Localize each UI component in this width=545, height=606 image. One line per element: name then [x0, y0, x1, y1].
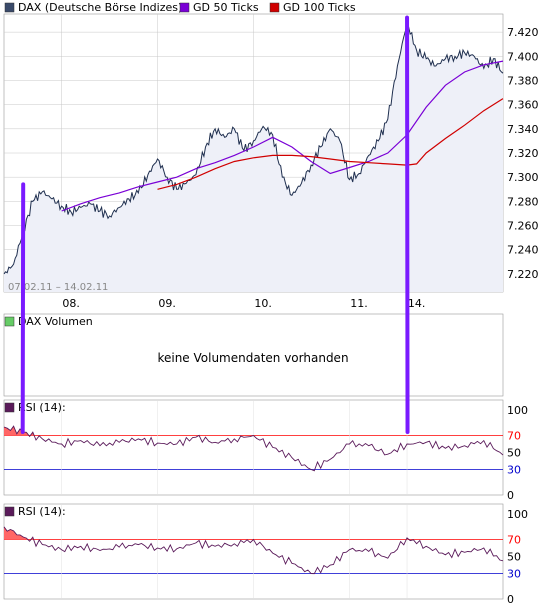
price-ytick-label-0: 7.220 — [507, 268, 539, 281]
price-ytick-label-3: 7.280 — [507, 195, 539, 208]
legend-swatch-1 — [179, 2, 190, 13]
ma50-line — [61, 60, 504, 212]
ma100-line — [157, 98, 504, 190]
rsi-ytick-label-0-3: 70 — [507, 430, 521, 443]
rsi-ytick-label-0-1: 30 — [507, 464, 521, 477]
price-ytick-label-10: 7.420 — [507, 26, 539, 39]
rsi-legend-label-1: RSI (14): — [18, 505, 66, 518]
price-ytick-label-1: 7.240 — [507, 244, 539, 257]
rsi-ytick-label-0-0: 0 — [507, 489, 514, 502]
rsi-ytick-label-1-4: 100 — [507, 508, 528, 521]
annotation-line-1 — [405, 15, 410, 434]
price-ytick-label-9: 7.400 — [507, 50, 539, 63]
price-ytick-label-5: 7.320 — [507, 147, 539, 160]
rsi-legend-swatch-0 — [4, 402, 15, 413]
price-xtick-label-0: 08. — [62, 297, 80, 310]
legend-label-0: DAX (Deutsche Börse Indizes) — [18, 1, 182, 14]
price-xtick-label-1: 09. — [158, 297, 176, 310]
no-volume-message: keine Volumendaten vorhanden — [157, 351, 348, 365]
price-ytick-label-2: 7.260 — [507, 220, 539, 233]
rsi-line-0 — [3, 425, 504, 472]
rsi-legend-swatch-1 — [4, 506, 15, 517]
rsi-legend-label-0: RSI (14): — [18, 401, 66, 414]
date-range-label: 07.02.11 – 14.02.11 — [8, 282, 108, 293]
rsi-ytick-label-0-4: 100 — [507, 404, 528, 417]
legend-swatch-0 — [4, 2, 15, 13]
legend-label-2: GD 100 Ticks — [283, 1, 356, 14]
volume-legend-swatch — [4, 316, 15, 327]
rsi-line-1 — [3, 526, 504, 575]
price-ytick-label-4: 7.300 — [507, 171, 539, 184]
price-ytick-label-6: 7.340 — [507, 123, 539, 136]
legend-label-1: GD 50 Ticks — [193, 1, 259, 14]
price-line — [3, 20, 504, 275]
annotation-line-0 — [20, 182, 26, 434]
volume-panel-frame — [3, 313, 504, 397]
rsi-ytick-label-1-0: 0 — [507, 593, 514, 606]
rsi-ytick-label-1-2: 50 — [507, 551, 521, 564]
price-ytick-label-8: 7.380 — [507, 74, 539, 87]
price-xtick-label-4: 14. — [408, 297, 426, 310]
price-ytick-label-7: 7.360 — [507, 99, 539, 112]
price-xtick-label-3: 11. — [350, 297, 368, 310]
legend-swatch-2 — [269, 2, 280, 13]
rsi-ytick-label-1-3: 70 — [507, 534, 521, 547]
rsi-ytick-label-1-1: 30 — [507, 568, 521, 581]
price-xtick-label-2: 10. — [254, 297, 272, 310]
rsi-ytick-label-0-2: 50 — [507, 447, 521, 460]
volume-legend-label: DAX Volumen — [18, 315, 93, 328]
